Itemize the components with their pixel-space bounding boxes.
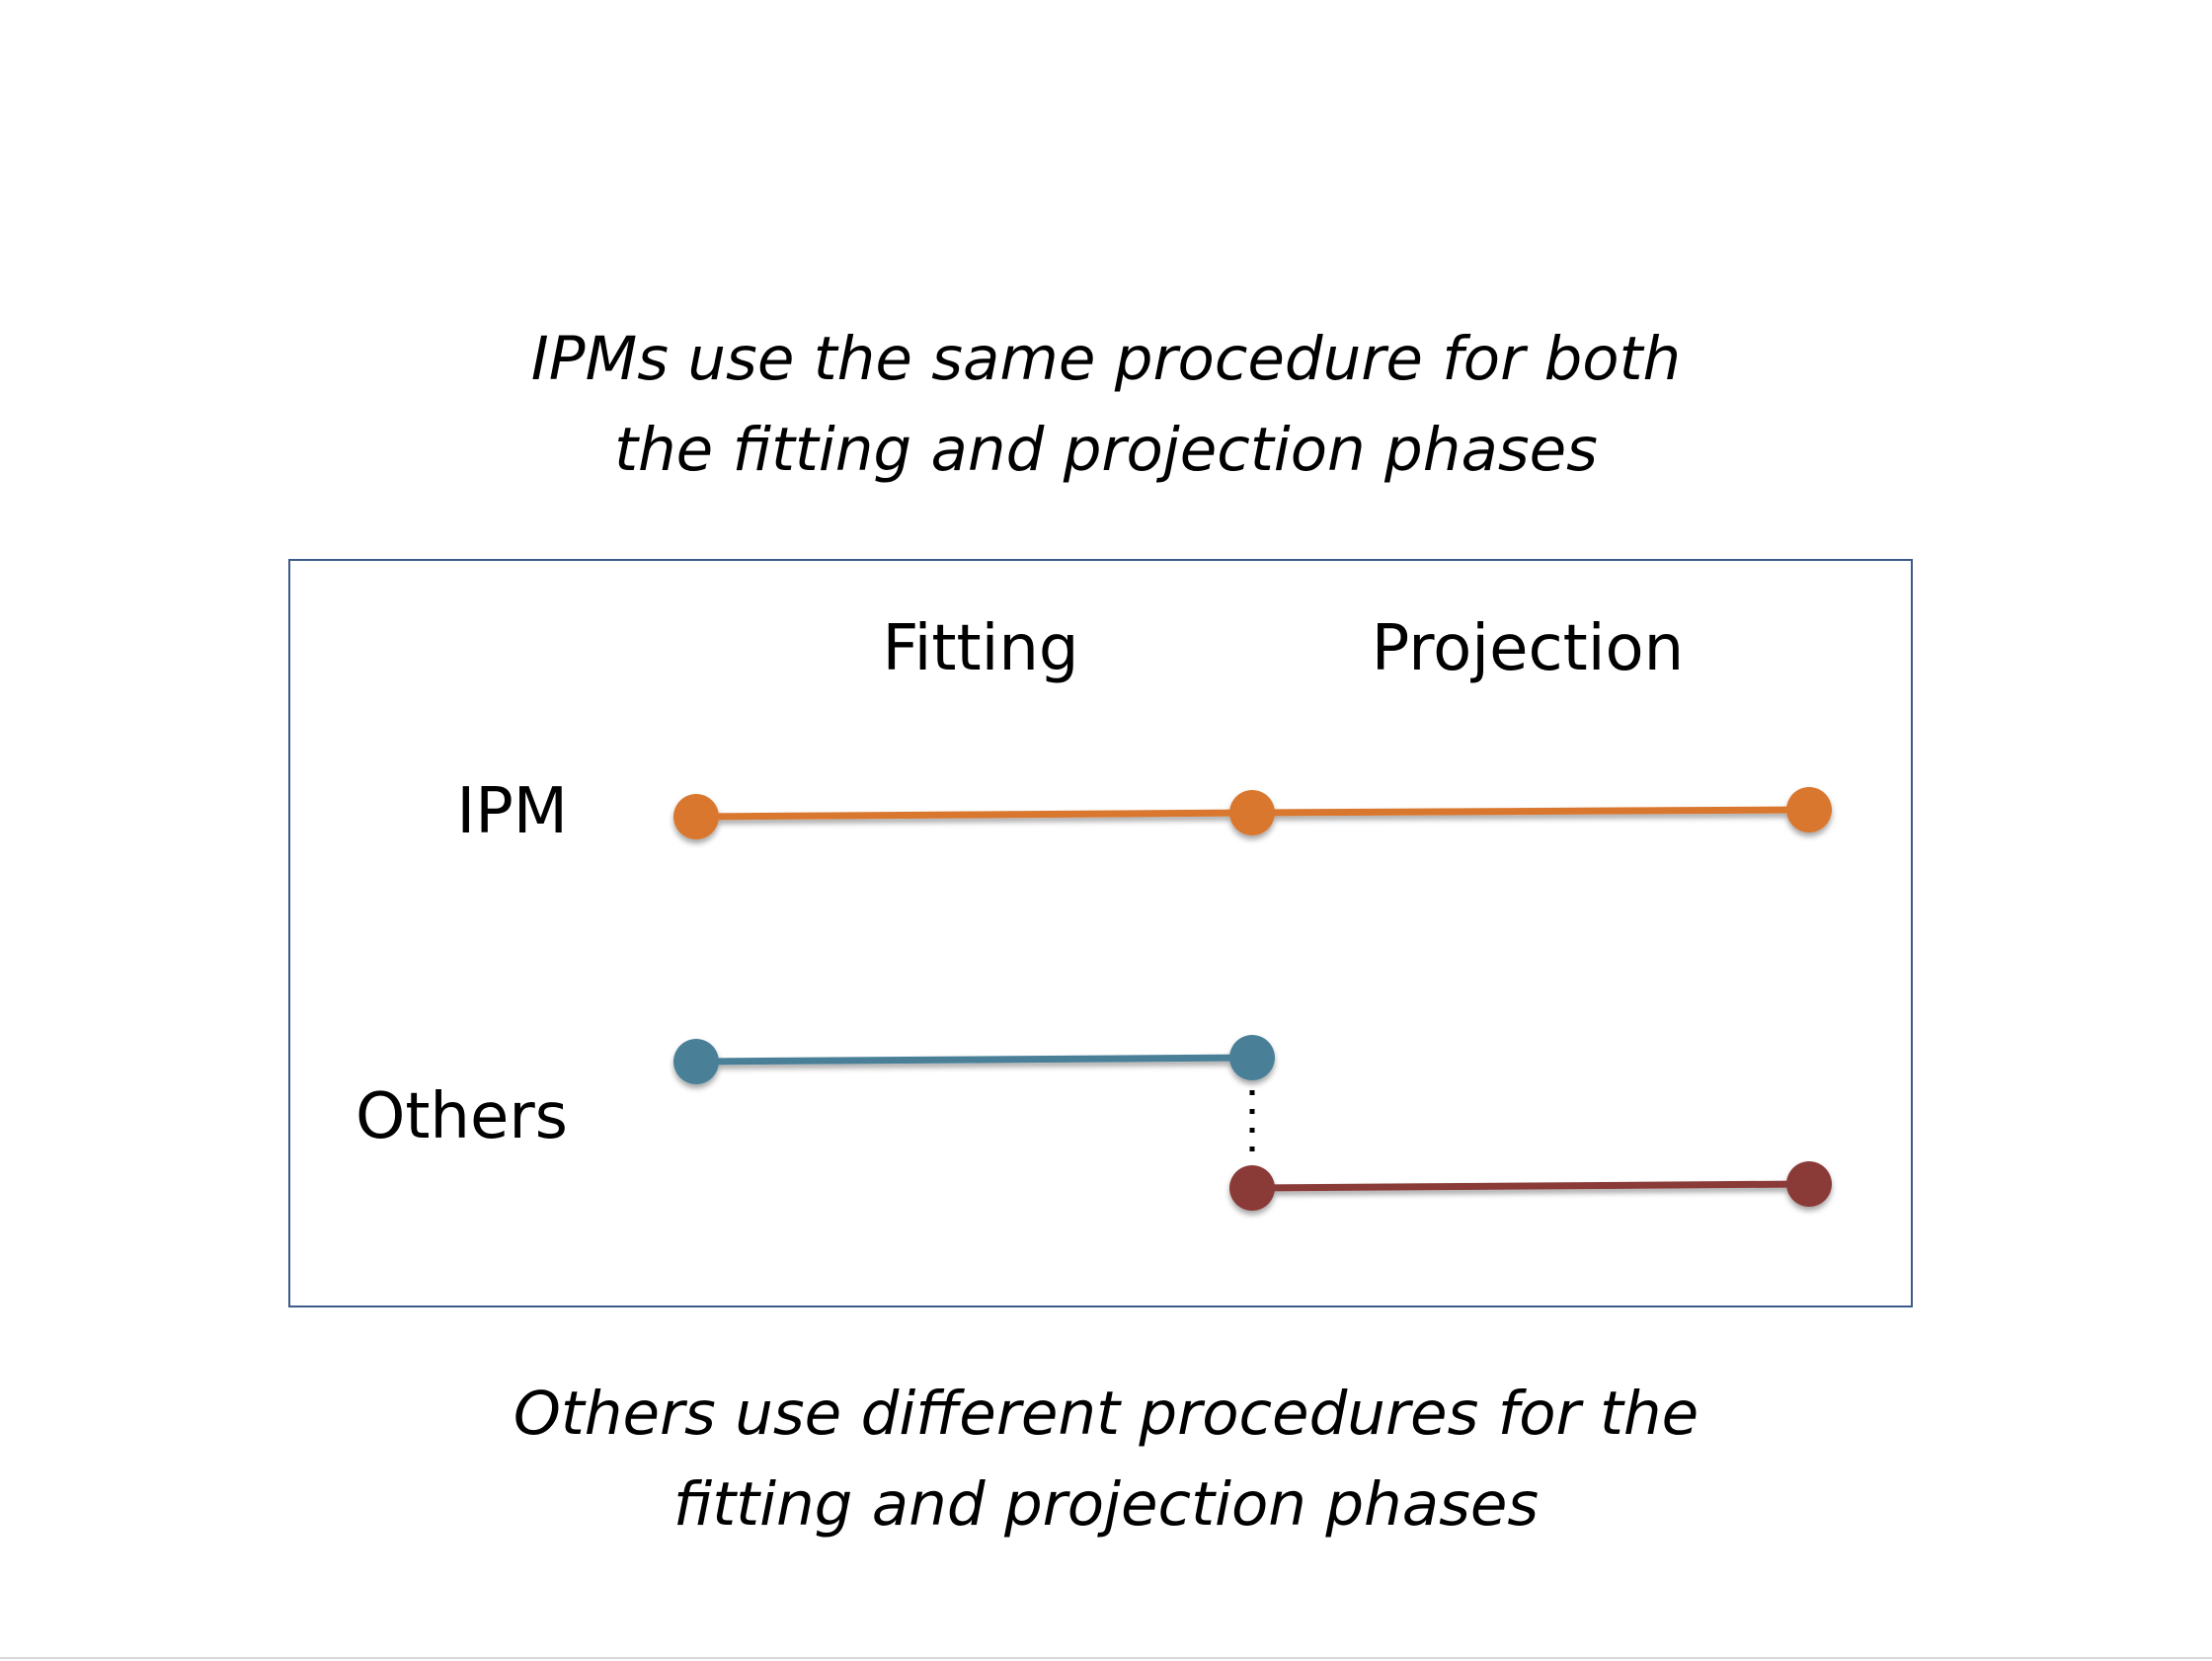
diagram-frame bbox=[288, 559, 1913, 1307]
others-projection-start-node bbox=[1229, 1165, 1275, 1211]
bottom-caption-line-2: fitting and projection phases bbox=[672, 1469, 1540, 1540]
ipm-projection-segment bbox=[1248, 806, 1813, 817]
others-fitting-segment bbox=[692, 1054, 1256, 1066]
bottom-rule bbox=[0, 1657, 2212, 1659]
others-projection-segment bbox=[1248, 1180, 1813, 1192]
row-label-others: Others bbox=[356, 1080, 568, 1153]
top-caption-line-1: IPMs use the same procedure for both bbox=[530, 324, 1682, 394]
row-label-ipm: IPM bbox=[456, 775, 568, 848]
top-caption: IPMs use the same procedure for both the… bbox=[0, 314, 2212, 496]
bottom-caption-line-1: Others use different procedures for the bbox=[513, 1379, 1699, 1449]
others-fitting-start-node bbox=[673, 1039, 719, 1084]
others-projection-procedure bbox=[1229, 1161, 1832, 1211]
column-label-projection: Projection bbox=[1372, 612, 1684, 685]
ipm-procedure bbox=[673, 787, 1832, 839]
ipm-mid-node bbox=[1229, 790, 1275, 835]
ipm-start-node bbox=[673, 794, 719, 839]
ipm-end-node bbox=[1786, 787, 1832, 832]
column-label-fitting: Fitting bbox=[882, 612, 1078, 685]
others-projection-end-node bbox=[1786, 1161, 1832, 1207]
top-caption-line-2: the fitting and projection phases bbox=[614, 415, 1598, 485]
bottom-caption: Others use different procedures for the … bbox=[0, 1369, 2212, 1550]
others-fitting-procedure bbox=[673, 1035, 1275, 1084]
ipm-fitting-segment bbox=[692, 809, 1256, 821]
others-fitting-end-node bbox=[1229, 1035, 1275, 1080]
